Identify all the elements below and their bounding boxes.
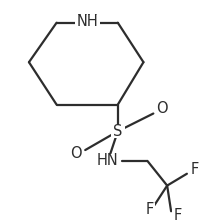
Text: NH: NH: [76, 14, 98, 29]
Bar: [172, 209, 184, 221]
Text: O: O: [156, 101, 168, 116]
Bar: [98, 155, 118, 167]
Bar: [189, 164, 201, 176]
Text: F: F: [145, 202, 153, 217]
Bar: [143, 203, 155, 215]
Bar: [156, 103, 169, 114]
Text: F: F: [174, 208, 182, 223]
Text: F: F: [191, 162, 199, 177]
Text: S: S: [113, 124, 122, 139]
Bar: [76, 15, 98, 28]
Text: O: O: [71, 146, 82, 161]
Bar: [70, 147, 83, 159]
Text: HN: HN: [97, 153, 119, 168]
Text: NH: NH: [76, 14, 98, 29]
Bar: [111, 125, 125, 138]
